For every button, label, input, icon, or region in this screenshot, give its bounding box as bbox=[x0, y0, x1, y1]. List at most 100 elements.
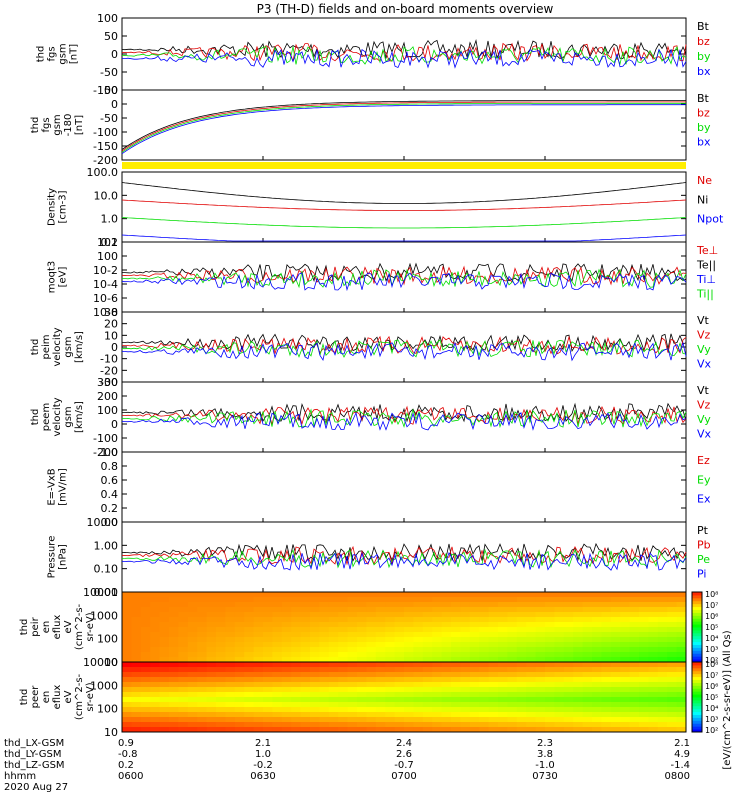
heat-cell bbox=[385, 602, 396, 608]
ylabel-line: -180 bbox=[63, 114, 74, 137]
colorbar-cell bbox=[692, 594, 702, 599]
heat-cell bbox=[498, 627, 508, 633]
heat-cell bbox=[639, 702, 649, 708]
heat-cell bbox=[300, 602, 311, 608]
heat-cell bbox=[582, 692, 593, 698]
heat-cell bbox=[319, 592, 330, 598]
heat-cell bbox=[498, 622, 508, 628]
ylabel-line: [eV] bbox=[58, 267, 69, 288]
heat-cell bbox=[488, 622, 499, 628]
heat-cell bbox=[187, 702, 198, 708]
heat-cell bbox=[479, 627, 490, 633]
heat-cell bbox=[535, 637, 546, 643]
heat-cell bbox=[469, 602, 480, 608]
heat-cell bbox=[357, 672, 367, 678]
heat-cell bbox=[131, 612, 142, 618]
heat-cell bbox=[131, 657, 142, 663]
heat-cell bbox=[140, 682, 151, 688]
heat-cell bbox=[310, 717, 320, 723]
heat-cell bbox=[441, 612, 452, 618]
heat-cell bbox=[319, 707, 330, 713]
heat-cell bbox=[225, 712, 236, 718]
heat-cell bbox=[648, 627, 659, 633]
heat-cell bbox=[592, 592, 602, 598]
trace-black bbox=[121, 542, 687, 562]
heat-cell bbox=[667, 642, 678, 648]
heat-cell bbox=[667, 672, 678, 678]
colorbar-cell bbox=[692, 627, 702, 631]
heat-cell bbox=[413, 647, 424, 653]
heat-cell bbox=[159, 712, 170, 718]
heat-cell bbox=[366, 672, 377, 678]
heat-cell bbox=[629, 647, 640, 653]
heat-cell bbox=[169, 707, 179, 713]
heat-cell bbox=[281, 672, 292, 678]
colorbar-cell bbox=[692, 708, 702, 713]
ylabel: moqt3[eV] bbox=[47, 261, 69, 294]
heat-cell bbox=[197, 652, 208, 658]
heat-cell bbox=[244, 617, 255, 623]
heat-cell bbox=[347, 602, 358, 608]
heat-cell bbox=[319, 657, 330, 663]
heat-cell bbox=[422, 672, 433, 678]
heat-cell bbox=[122, 687, 132, 693]
heat-cell bbox=[610, 617, 621, 623]
ylabel-line: sr-eV) bbox=[85, 682, 96, 711]
heat-cell bbox=[469, 657, 480, 663]
ylabel: E=-VxB[mV/m] bbox=[47, 468, 69, 506]
heat-cell bbox=[582, 657, 593, 663]
heat-cell bbox=[366, 682, 377, 688]
heat-cell bbox=[234, 592, 245, 598]
ylabel-line: gsm bbox=[58, 43, 69, 64]
heat-cell bbox=[592, 692, 602, 698]
heat-cell bbox=[639, 622, 649, 628]
heat-cell bbox=[216, 657, 226, 663]
heat-cell bbox=[516, 727, 527, 733]
heat-cell bbox=[347, 617, 358, 623]
heat-cell bbox=[244, 717, 255, 723]
heat-cell bbox=[413, 702, 424, 708]
heat-cell bbox=[451, 672, 461, 678]
heat-cell bbox=[554, 682, 565, 688]
heat-cell bbox=[206, 637, 217, 643]
heat-cell bbox=[263, 622, 273, 628]
heat-cell bbox=[187, 697, 198, 703]
heat-cell bbox=[197, 627, 208, 633]
heat-cell bbox=[573, 632, 584, 638]
heat-cell bbox=[169, 702, 179, 708]
ytick-label: 1000 bbox=[90, 679, 118, 692]
heat-cell bbox=[460, 702, 471, 708]
heat-cell bbox=[347, 612, 358, 618]
colorbar-cell bbox=[692, 673, 702, 678]
legend-label: bx bbox=[697, 136, 711, 149]
heat-cell bbox=[554, 622, 565, 628]
heat-cell bbox=[253, 722, 264, 728]
heat-cell bbox=[469, 647, 480, 653]
heat-cell bbox=[375, 617, 386, 623]
heat-cell bbox=[328, 722, 339, 728]
heat-cell bbox=[131, 682, 142, 688]
heat-cell bbox=[432, 642, 443, 648]
heat-cell bbox=[150, 682, 161, 688]
heat-cell bbox=[319, 632, 330, 638]
heat-cell bbox=[169, 632, 179, 638]
heat-cell bbox=[657, 667, 668, 673]
heat-cell bbox=[413, 592, 424, 598]
heat-cell bbox=[667, 687, 678, 693]
heat-cell bbox=[300, 717, 311, 723]
heat-cell bbox=[150, 722, 161, 728]
heat-cell bbox=[592, 612, 602, 618]
colorbar-cell bbox=[692, 679, 702, 683]
colorbar-cell bbox=[692, 597, 702, 602]
heat-cell bbox=[422, 712, 433, 718]
heat-cell bbox=[385, 657, 396, 663]
heat-cell bbox=[253, 652, 264, 658]
heat-cell bbox=[394, 697, 405, 703]
heat-cell bbox=[582, 627, 593, 633]
heat-cell bbox=[375, 597, 386, 603]
heat-cell bbox=[657, 627, 668, 633]
heat-cell bbox=[460, 637, 471, 643]
heat-cell bbox=[140, 607, 151, 613]
heat-cell bbox=[169, 672, 179, 678]
heat-cell bbox=[422, 722, 433, 728]
